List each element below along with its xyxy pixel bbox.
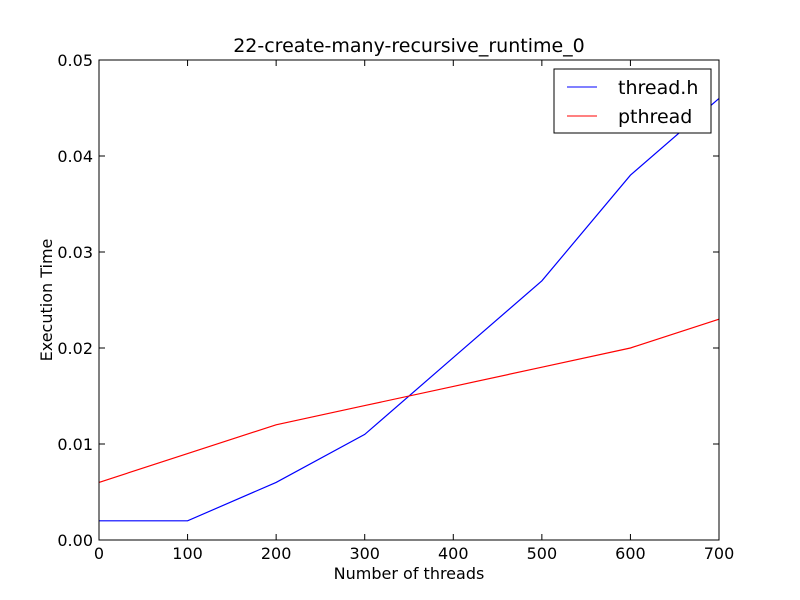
- x-tick-label: 500: [527, 544, 558, 563]
- axis-tick-labels: 0 100 200 300 400 500 600 700 0.00 0.01 0.02 0.03 0.…: [57, 51, 734, 563]
- x-tick-label: 300: [349, 544, 380, 563]
- x-axis-label: Number of threads: [334, 564, 485, 583]
- legend-entry-pthread: pthread: [618, 106, 692, 128]
- x-tick-label: 200: [261, 544, 292, 563]
- legend: thread.h pthread: [553, 68, 712, 134]
- axis-ticks: [98, 59, 720, 541]
- y-tick-label: 0.05: [57, 51, 93, 70]
- y-tick-label: 0.04: [57, 147, 93, 166]
- y-tick-label: 0.01: [57, 435, 93, 454]
- y-tick-label: 0.03: [57, 243, 93, 262]
- legend-box: [553, 68, 712, 134]
- x-tick-label: 600: [615, 544, 646, 563]
- chart-title: 22-create-many-recursive_runtime_0: [233, 35, 585, 57]
- y-tick-label: 0.00: [57, 531, 93, 550]
- series-layer: [98, 97, 720, 522]
- series-line-pthread: [98, 318, 720, 483]
- x-tick-label: 0: [94, 544, 104, 563]
- x-tick-label: 100: [172, 544, 203, 563]
- y-axis-label: Execution Time: [37, 239, 56, 362]
- x-tick-label: 700: [704, 544, 735, 563]
- legend-entry-thread-h: thread.h: [618, 77, 698, 99]
- y-tick-label: 0.02: [57, 339, 93, 358]
- x-tick-label: 400: [438, 544, 469, 563]
- plot-area-frame: [98, 59, 720, 541]
